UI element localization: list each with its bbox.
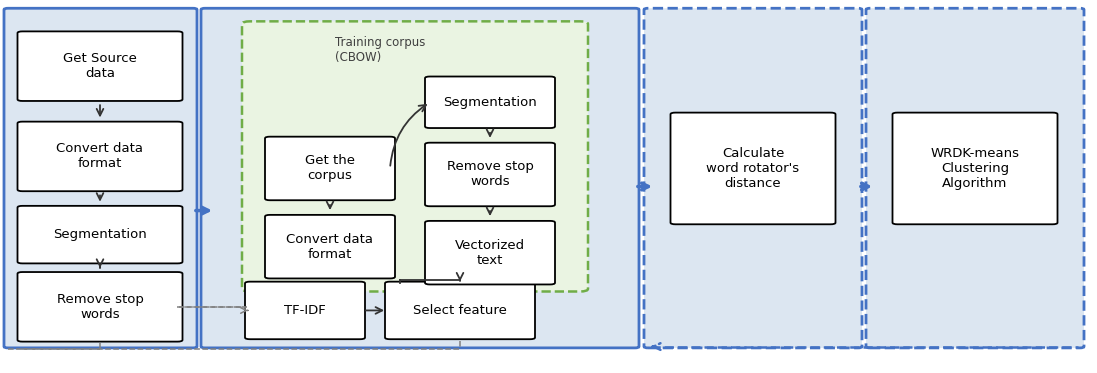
FancyBboxPatch shape [201,8,638,348]
Text: Calculate
word rotator's
distance: Calculate word rotator's distance [706,147,800,190]
Text: Segmentation: Segmentation [53,228,147,241]
FancyBboxPatch shape [4,8,197,348]
Text: WRDK-means
Clustering
Algorithm: WRDK-means Clustering Algorithm [930,147,1019,190]
FancyBboxPatch shape [670,113,836,224]
Text: Remove stop
words: Remove stop words [446,160,533,188]
FancyBboxPatch shape [425,143,555,206]
FancyBboxPatch shape [425,76,555,128]
FancyBboxPatch shape [18,31,182,101]
FancyBboxPatch shape [265,137,395,200]
FancyBboxPatch shape [385,282,535,339]
FancyBboxPatch shape [866,8,1084,348]
FancyBboxPatch shape [18,122,182,191]
FancyBboxPatch shape [245,282,365,339]
Text: Segmentation: Segmentation [443,96,536,109]
FancyBboxPatch shape [644,8,862,348]
Text: Get the
corpus: Get the corpus [305,154,355,182]
FancyBboxPatch shape [425,221,555,285]
Text: Convert data
format: Convert data format [286,233,373,261]
Text: Get Source
data: Get Source data [63,52,137,80]
Text: Remove stop
words: Remove stop words [57,293,144,321]
Text: Convert data
format: Convert data format [57,142,144,170]
Text: Training corpus
(CBOW): Training corpus (CBOW) [335,36,426,64]
Text: Select feature: Select feature [414,304,507,317]
FancyBboxPatch shape [18,206,182,263]
Text: Vectorized
text: Vectorized text [455,239,525,267]
FancyBboxPatch shape [265,215,395,278]
FancyBboxPatch shape [242,21,588,291]
Text: TF-IDF: TF-IDF [284,304,326,317]
FancyBboxPatch shape [893,113,1058,224]
FancyBboxPatch shape [18,272,182,342]
